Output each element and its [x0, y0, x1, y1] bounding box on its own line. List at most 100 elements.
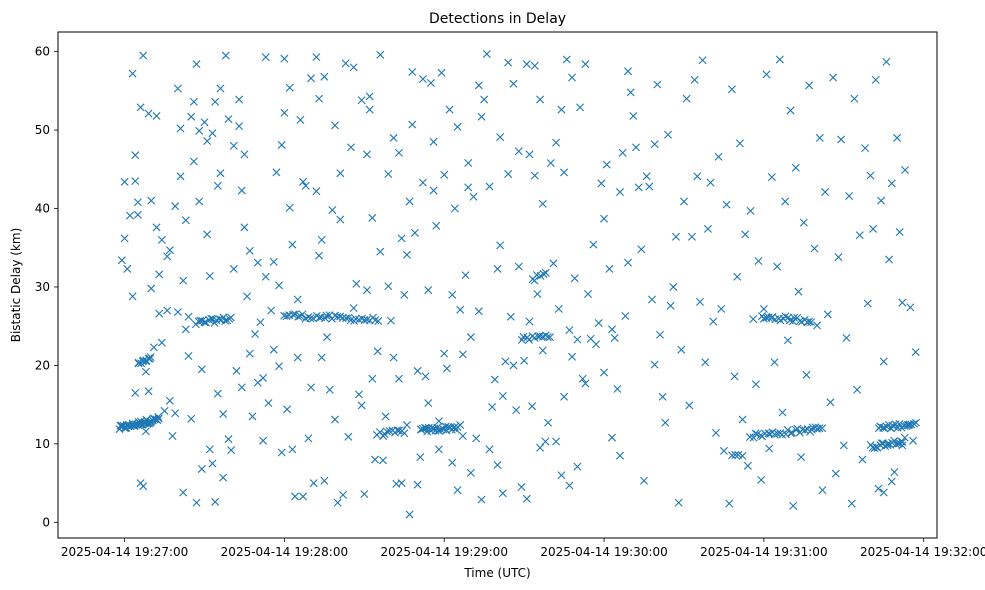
data-point-354 [773, 262, 782, 271]
data-point-65 [211, 497, 220, 506]
data-point-10 [133, 210, 142, 219]
data-point-351 [765, 444, 774, 453]
data-point-406 [911, 348, 920, 357]
data-point-25 [155, 270, 164, 279]
data-point-110 [285, 203, 294, 212]
data-point-75 [227, 446, 236, 455]
data-point-309 [653, 80, 662, 89]
data-point-641 [907, 420, 916, 429]
data-point-203 [453, 122, 462, 131]
data-point-260 [552, 437, 561, 446]
data-point-122 [307, 383, 316, 392]
data-point-365 [802, 370, 811, 379]
data-point-377 [834, 253, 843, 262]
data-point-214 [469, 192, 478, 201]
data-point-172 [397, 479, 406, 488]
data-point-298 [626, 88, 635, 97]
data-points [115, 49, 921, 519]
y-tick-label-6: 60 [35, 45, 50, 59]
data-point-643 [912, 418, 921, 427]
axis-ticks: 2025-04-14 19:27:00 2025-04-14 19:28:00 20… [35, 45, 985, 559]
data-point-179 [408, 68, 417, 76]
data-point-53 [195, 197, 204, 206]
data-point-369 [813, 321, 822, 330]
data-point-170 [394, 374, 403, 383]
data-point-283 [597, 179, 606, 188]
data-point-392 [874, 484, 883, 493]
data-point-314 [666, 301, 675, 310]
data-point-623 [818, 424, 827, 433]
data-point-342 [741, 230, 750, 239]
data-point-241 [517, 483, 526, 491]
data-point-50 [189, 97, 198, 106]
data-point-285 [600, 214, 609, 223]
data-point-209 [461, 271, 470, 280]
data-point-284 [600, 368, 609, 377]
data-point-22 [149, 343, 158, 352]
data-point-41 [179, 276, 188, 285]
data-point-27 [157, 338, 166, 347]
data-point-96 [261, 272, 270, 281]
data-point-2 [120, 234, 129, 243]
data-point-370 [815, 133, 824, 142]
data-point-347 [754, 257, 763, 266]
data-point-311 [658, 392, 667, 401]
y-axis-label: Bistatic Delay (km) [9, 228, 23, 343]
data-point-14 [139, 51, 148, 60]
data-point-43 [181, 216, 190, 225]
data-point-318 [677, 345, 686, 354]
data-point-200 [448, 458, 457, 467]
data-point-477 [223, 316, 232, 325]
data-point-134 [328, 206, 337, 215]
data-point-306 [648, 295, 656, 304]
data-point-194 [434, 417, 443, 426]
data-point-111 [288, 240, 297, 249]
data-point-608 [781, 430, 790, 439]
data-point-270 [568, 352, 577, 361]
data-point-157 [370, 455, 379, 464]
data-point-103 [275, 362, 284, 371]
data-point-299 [629, 111, 638, 120]
data-point-42 [179, 488, 188, 497]
data-point-105 [277, 448, 286, 457]
data-point-119 [301, 181, 310, 190]
data-point-79 [235, 95, 244, 104]
data-point-24 [152, 223, 161, 232]
data-point-115 [293, 295, 302, 304]
data-point-276 [581, 60, 590, 69]
data-point-605 [773, 429, 782, 438]
data-point-476 [221, 316, 230, 325]
data-point-245 [525, 317, 534, 326]
data-point-248 [530, 61, 539, 70]
data-point-525 [395, 426, 404, 435]
data-point-149 [357, 401, 366, 410]
data-point-228 [496, 241, 505, 250]
data-point-238 [512, 406, 521, 415]
data-point-333 [717, 304, 726, 313]
data-point-224 [488, 403, 497, 411]
data-point-221 [482, 49, 491, 58]
data-point-20 [147, 196, 156, 205]
data-point-62 [208, 129, 217, 138]
data-point-220 [480, 95, 489, 104]
data-point-466 [200, 318, 209, 327]
y-tick-label-2: 20 [35, 358, 50, 372]
data-point-26 [155, 309, 164, 318]
data-point-495 [321, 314, 330, 323]
data-point-287 [605, 264, 614, 273]
data-point-86 [245, 246, 254, 255]
data-point-108 [283, 405, 292, 414]
data-point-229 [496, 133, 505, 142]
data-point-327 [701, 358, 710, 367]
data-point-515 [374, 317, 383, 325]
data-point-665 [731, 450, 740, 459]
data-point-553 [453, 423, 462, 432]
data-point-130 [320, 72, 329, 81]
data-point-266 [562, 55, 571, 64]
data-point-461 [146, 353, 155, 362]
data-point-537 [430, 424, 439, 433]
data-point-180 [410, 228, 419, 237]
data-point-233 [504, 170, 513, 178]
data-point-129 [317, 353, 326, 362]
data-point-193 [434, 445, 443, 454]
